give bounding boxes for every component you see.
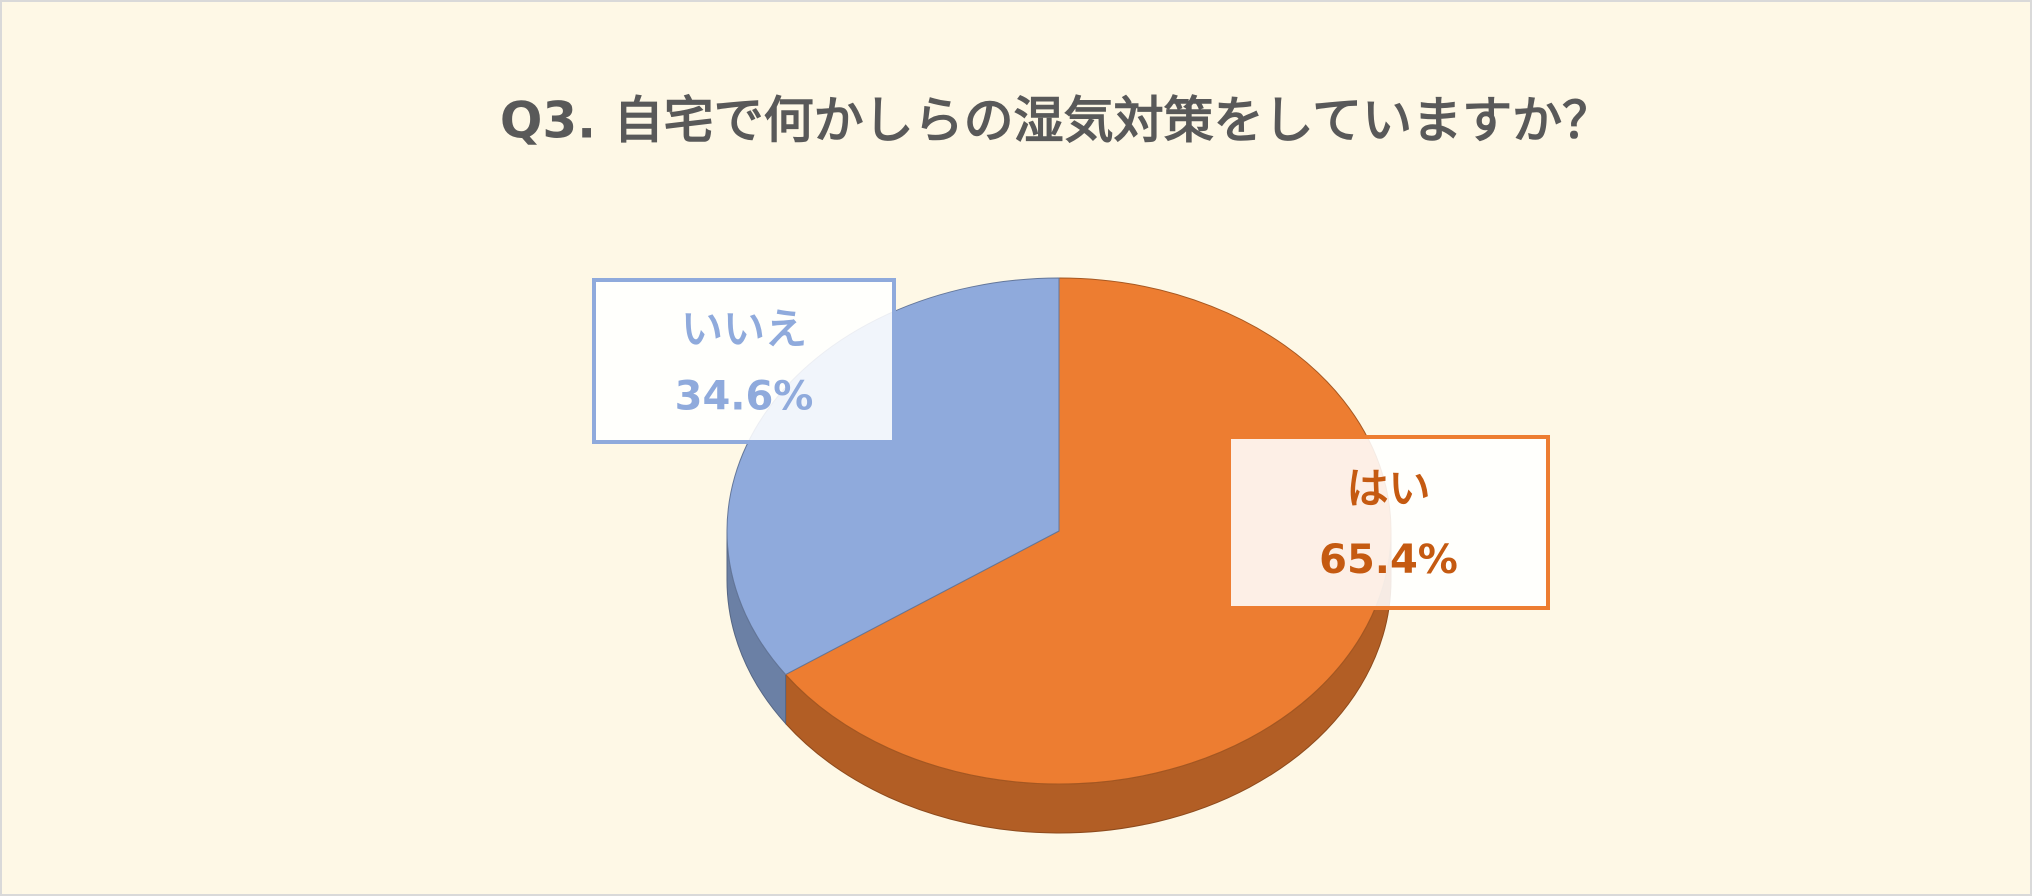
label-box bbox=[1227, 435, 1550, 610]
value-label: 65.4% bbox=[1319, 537, 1458, 583]
slice bbox=[784, 277, 1392, 785]
labels: はい 65.4% いいえ 34.6% bbox=[592, 278, 1550, 610]
chart-title: Q3. 自宅で何かしらの湿気対策をしていますか？ bbox=[500, 92, 1612, 150]
value-label: 34.6% bbox=[675, 373, 814, 419]
category-label: いいえ bbox=[681, 304, 807, 353]
category-label: はい bbox=[1346, 464, 1430, 513]
label-box bbox=[592, 278, 896, 444]
